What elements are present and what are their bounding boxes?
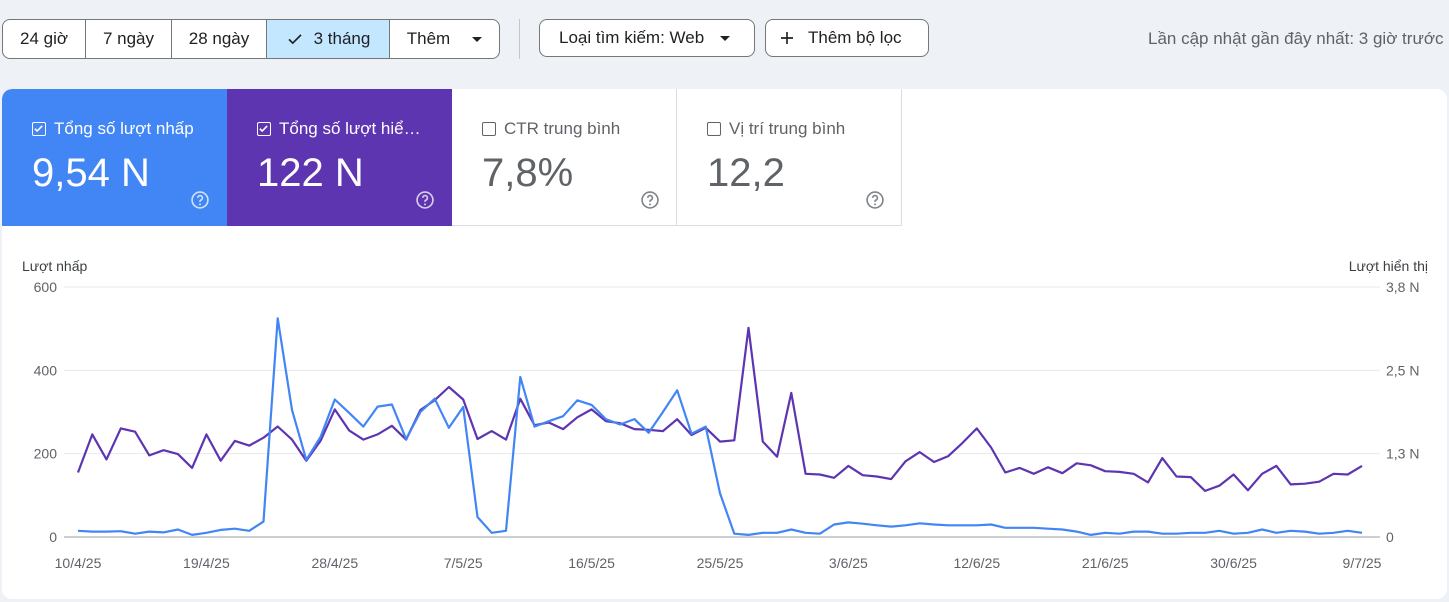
right-axis-title: Lượt hiển thị: [1349, 258, 1428, 274]
range-label: 3 tháng: [313, 29, 371, 48]
chart-series: [76, 317, 1363, 536]
help-icon[interactable]: [865, 190, 885, 210]
left-tick-label: 600: [34, 279, 58, 295]
x-tick-label: 16/5/25: [568, 555, 615, 571]
performance-chart: Lượt nhấp Lượt hiển thị 600 400 200 0 3,8 N…: [22, 258, 1428, 571]
x-tick-label: 9/7/25: [1343, 555, 1382, 571]
checkbox-unchecked-icon: [707, 122, 721, 136]
metric-value: 122 N: [257, 151, 364, 195]
left-tick-label: 400: [34, 362, 58, 378]
metric-value: 12,2: [707, 151, 785, 195]
x-tick-label: 10/4/25: [55, 555, 102, 571]
right-tick-label: 0: [1386, 529, 1394, 545]
performance-card: Tổng số lượt nhấp 9,54 N Tổng số lượt hi…: [2, 89, 1447, 599]
metric-label: CTR trung bình: [504, 119, 621, 138]
impressions-series-line: [76, 326, 1363, 492]
range-label: 24 giờ: [19, 29, 68, 48]
left-axis-title: Lượt nhấp: [22, 258, 87, 274]
x-tick-label: 3/6/25: [829, 555, 868, 571]
right-tick-label: 3,8 N: [1386, 279, 1419, 295]
search-type-label: Loại tìm kiếm: Web: [559, 28, 705, 47]
metric-value: 9,54 N: [32, 151, 150, 195]
metric-label: Tổng số lượt nhấp: [54, 119, 194, 138]
checkbox-unchecked-icon: [482, 122, 496, 136]
x-tick-label: 28/4/25: [311, 555, 358, 571]
help-icon[interactable]: [415, 190, 435, 210]
help-icon[interactable]: [190, 190, 210, 210]
range-label: 28 ngày: [188, 29, 250, 48]
x-tick-label: 25/5/25: [697, 555, 744, 571]
plus-icon: [781, 32, 793, 44]
help-icon[interactable]: [640, 190, 660, 210]
x-tick-label: 7/5/25: [444, 555, 483, 571]
range-3m-button[interactable]: 3 tháng: [267, 20, 390, 58]
left-tick-label: 200: [34, 446, 58, 462]
range-7d-button[interactable]: 7 ngày: [86, 20, 172, 58]
caret-down-icon: [720, 35, 731, 41]
date-range-selector: 24 giờ 7 ngày 28 ngày 3 tháng Thêm: [2, 19, 500, 59]
range-label: Thêm: [406, 29, 451, 48]
range-28d-button[interactable]: 28 ngày: [172, 20, 267, 58]
right-axis: 3,8 N 2,5 N 1,3 N 0: [1386, 279, 1419, 545]
toolbar: 24 giờ 7 ngày 28 ngày 3 tháng Thêm Loại …: [0, 0, 1449, 78]
range-more-button[interactable]: Thêm: [390, 20, 499, 58]
metric-label: Tổng số lượt hiể…: [279, 119, 421, 138]
metric-card-position[interactable]: Vị trí trung bình 12,2: [677, 89, 902, 226]
last-updated-text: Lần cập nhật gần đây nhất: 3 giờ trước: [1148, 29, 1444, 48]
x-tick-label: 21/6/25: [1082, 555, 1129, 571]
metric-label: Vị trí trung bình: [729, 119, 846, 138]
metric-card-impressions[interactable]: Tổng số lượt hiể… 122 N: [227, 89, 452, 226]
metric-value: 7,8%: [482, 151, 574, 195]
left-axis: 600 400 200 0: [34, 279, 58, 545]
add-filter-button[interactable]: Thêm bộ lọc: [765, 19, 929, 57]
clicks-series-line: [77, 317, 1363, 536]
toolbar-divider: [519, 19, 520, 59]
chart-grid: [64, 286, 1380, 538]
x-tick-label: 12/6/25: [953, 555, 1000, 571]
x-axis: 10/4/25 19/4/25 28/4/25 7/5/25 16/5/25 25/5/2…: [55, 555, 1382, 571]
metric-card-clicks[interactable]: Tổng số lượt nhấp 9,54 N: [2, 89, 227, 226]
right-tick-label: 2,5 N: [1386, 362, 1419, 378]
metric-card-ctr[interactable]: CTR trung bình 7,8%: [452, 89, 677, 226]
right-tick-label: 1,3 N: [1386, 446, 1419, 462]
checkbox-checked-icon: [257, 122, 271, 136]
range-24h-button[interactable]: 24 giờ: [3, 20, 86, 58]
checkbox-checked-icon: [32, 122, 46, 136]
x-tick-label: 30/6/25: [1210, 555, 1257, 571]
x-tick-label: 19/4/25: [183, 555, 230, 571]
check-icon: [288, 34, 302, 45]
range-label: 7 ngày: [102, 29, 155, 48]
add-filter-label: Thêm bộ lọc: [808, 28, 902, 47]
left-tick-label: 0: [49, 529, 57, 545]
caret-down-icon: [472, 36, 483, 42]
search-type-dropdown[interactable]: Loại tìm kiếm: Web: [539, 19, 755, 57]
